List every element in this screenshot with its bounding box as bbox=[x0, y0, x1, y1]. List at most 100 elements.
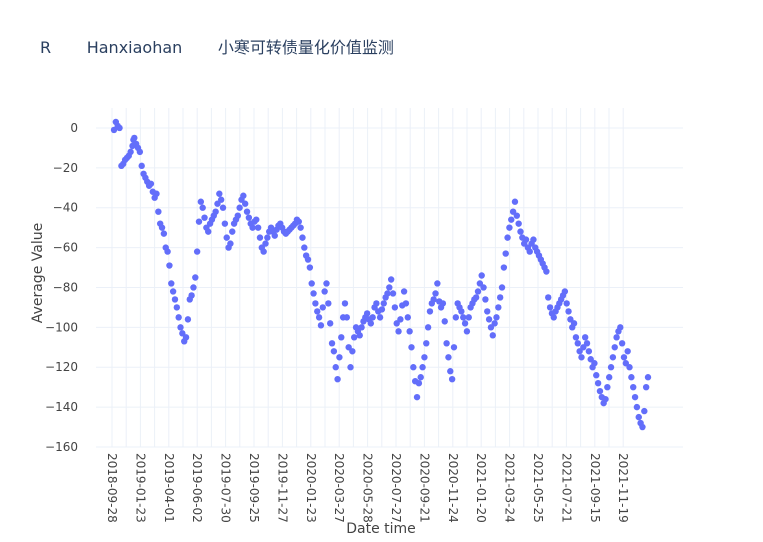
data-point[interactable] bbox=[127, 148, 134, 156]
data-point[interactable] bbox=[546, 304, 554, 311]
data-point[interactable] bbox=[474, 288, 482, 295]
data-point[interactable] bbox=[363, 310, 371, 317]
data-point[interactable] bbox=[478, 272, 485, 279]
data-point[interactable] bbox=[628, 374, 635, 381]
data-point[interactable] bbox=[299, 234, 306, 241]
data-point[interactable] bbox=[341, 300, 349, 307]
data-point[interactable] bbox=[349, 348, 356, 355]
data-point[interactable] bbox=[604, 383, 611, 391]
data-point[interactable] bbox=[338, 334, 345, 341]
data-point[interactable] bbox=[193, 248, 201, 255]
data-point[interactable] bbox=[613, 334, 620, 341]
data-point[interactable] bbox=[502, 250, 509, 257]
data-point[interactable] bbox=[387, 276, 395, 283]
data-point[interactable] bbox=[513, 212, 521, 219]
data-point[interactable] bbox=[384, 290, 391, 297]
data-point[interactable] bbox=[319, 304, 326, 311]
data-point[interactable] bbox=[530, 236, 537, 243]
data-point[interactable] bbox=[631, 393, 639, 401]
data-point[interactable] bbox=[434, 280, 441, 287]
data-point[interactable] bbox=[223, 234, 230, 241]
data-point[interactable] bbox=[321, 288, 328, 295]
data-point[interactable] bbox=[356, 332, 363, 339]
data-point[interactable] bbox=[219, 204, 227, 211]
data-point[interactable] bbox=[166, 262, 173, 269]
data-point[interactable] bbox=[297, 224, 304, 231]
data-point[interactable] bbox=[271, 232, 278, 239]
data-point[interactable] bbox=[330, 348, 338, 355]
data-point[interactable] bbox=[605, 374, 613, 381]
data-point[interactable] bbox=[421, 354, 428, 361]
data-point[interactable] bbox=[310, 290, 317, 297]
data-point[interactable] bbox=[404, 314, 411, 321]
data-point[interactable] bbox=[543, 268, 550, 275]
data-point[interactable] bbox=[458, 308, 465, 315]
data-point[interactable] bbox=[234, 212, 241, 219]
data-point[interactable] bbox=[326, 320, 334, 327]
data-point[interactable] bbox=[301, 244, 308, 251]
data-point[interactable] bbox=[633, 403, 641, 411]
data-point[interactable] bbox=[195, 218, 203, 225]
data-point[interactable] bbox=[336, 354, 343, 361]
data-point[interactable] bbox=[240, 192, 247, 199]
data-point[interactable] bbox=[526, 248, 533, 255]
data-point[interactable] bbox=[572, 334, 580, 341]
data-point[interactable] bbox=[241, 200, 249, 207]
data-point[interactable] bbox=[591, 360, 598, 367]
data-point[interactable] bbox=[373, 300, 380, 307]
data-point[interactable] bbox=[484, 308, 491, 315]
data-point[interactable] bbox=[413, 393, 421, 401]
data-point[interactable] bbox=[315, 314, 323, 321]
data-point[interactable] bbox=[295, 218, 302, 225]
data-point[interactable] bbox=[639, 423, 646, 431]
data-point[interactable] bbox=[184, 316, 192, 323]
data-point[interactable] bbox=[369, 314, 376, 321]
data-point[interactable] bbox=[441, 318, 448, 325]
data-point[interactable] bbox=[495, 304, 502, 311]
data-point[interactable] bbox=[192, 274, 199, 281]
data-point[interactable] bbox=[175, 314, 182, 321]
data-point[interactable] bbox=[317, 322, 325, 329]
data-point[interactable] bbox=[574, 340, 581, 347]
data-point[interactable] bbox=[378, 306, 386, 313]
data-point[interactable] bbox=[460, 314, 467, 321]
data-point[interactable] bbox=[408, 344, 415, 351]
data-point[interactable] bbox=[391, 304, 399, 311]
data-point[interactable] bbox=[463, 328, 471, 335]
data-point[interactable] bbox=[262, 240, 269, 247]
data-point[interactable] bbox=[617, 324, 624, 331]
data-point[interactable] bbox=[493, 314, 500, 321]
data-point[interactable] bbox=[439, 300, 447, 307]
data-point[interactable] bbox=[472, 294, 480, 301]
data-point[interactable] bbox=[419, 364, 426, 371]
data-point[interactable] bbox=[343, 314, 351, 321]
data-point[interactable] bbox=[641, 407, 648, 415]
data-point[interactable] bbox=[116, 124, 123, 132]
data-point[interactable] bbox=[376, 314, 384, 321]
data-point[interactable] bbox=[397, 316, 404, 323]
data-point[interactable] bbox=[351, 334, 358, 341]
data-point[interactable] bbox=[312, 300, 319, 307]
data-point[interactable] bbox=[169, 288, 177, 295]
data-point[interactable] bbox=[386, 284, 393, 291]
data-point[interactable] bbox=[642, 383, 650, 391]
data-point[interactable] bbox=[406, 328, 413, 335]
data-point[interactable] bbox=[448, 376, 456, 383]
data-point[interactable] bbox=[415, 379, 423, 387]
data-point[interactable] bbox=[504, 234, 511, 241]
data-point[interactable] bbox=[260, 248, 267, 255]
data-point[interactable] bbox=[496, 294, 504, 301]
data-point[interactable] bbox=[160, 230, 168, 237]
data-point[interactable] bbox=[522, 236, 530, 243]
data-point[interactable] bbox=[618, 340, 626, 347]
data-point[interactable] bbox=[245, 214, 253, 221]
data-point[interactable] bbox=[644, 374, 652, 381]
data-point[interactable] bbox=[508, 216, 515, 223]
data-point[interactable] bbox=[221, 220, 229, 227]
data-point[interactable] bbox=[563, 300, 570, 307]
data-point[interactable] bbox=[155, 208, 162, 215]
data-point[interactable] bbox=[511, 198, 519, 205]
data-point[interactable] bbox=[199, 204, 206, 211]
data-point[interactable] bbox=[491, 320, 498, 327]
data-point[interactable] bbox=[136, 148, 144, 156]
